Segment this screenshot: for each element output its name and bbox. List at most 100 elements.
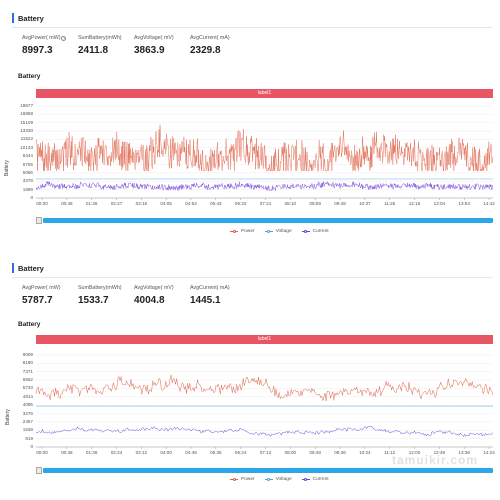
chart-svg[interactable] [0,250,500,449]
x-tick-label: 04:54 [185,201,197,206]
stat-label: SumBattery(mWh) [78,35,122,41]
x-tick-label: 12:00 [408,450,421,455]
stat-avg-power: AvgPower( mW)? 8997.3 [22,35,78,56]
x-tick-label: 05:43 [210,201,222,206]
stat-label: AvgCurrent( mA) [190,285,230,291]
stat-avg-current: AvgCurrent( mA) 2329.8 [190,35,246,56]
y-tick-label: 10133 [20,144,33,150]
legend-power[interactable]: Power [230,477,255,482]
stat-value: 2411.8 [78,45,109,56]
legend-current[interactable]: Current [301,477,329,482]
x-tick-label: 03:16 [135,201,148,206]
legend: Power Voltage Current [230,229,339,234]
x-tick-label: 07:21 [259,201,272,206]
stat-avg-current: AvgCurrent( mA) 1445.1 [190,285,246,306]
x-tick-label: 12:48 [433,450,446,455]
y-tick-label: 5066 [22,169,33,175]
x-tick-label: 09:36 [334,450,346,455]
legend-voltage[interactable]: Voltage [264,229,292,234]
y-tick-label: 15109 [20,119,33,125]
stats-row: AvgPower( mW) 5787.7 SumBattery(mWh) 153… [22,285,246,306]
series-line-power [35,124,494,172]
zoom-slider[interactable] [43,468,493,473]
y-tick-label: 3378 [22,178,33,184]
battery-panel-1: Battery AvgPower( mW)? 8997.3 SumBattery… [0,0,500,248]
x-tick-label: 06:24 [234,450,247,455]
header-divider [12,277,492,278]
watermark: tamuikir.com [392,453,479,467]
label-band[interactable]: label1 [36,89,493,98]
x-tick-label: 13:04 [433,201,446,206]
label-band[interactable]: label1 [36,335,493,344]
legend-voltage-label: Voltage [275,477,292,482]
y-tick-label: 819 [25,435,33,441]
stat-label: AvgCurrent( mA) [190,35,230,41]
y-tick-label: 8190 [22,360,33,366]
y-tick-label: 1689 [22,186,33,192]
stat-avg-power: AvgPower( mW) 5787.7 [22,285,78,306]
x-tick-label: 08:48 [309,450,321,455]
x-tick-label: 11:12 [384,450,396,455]
y-tick-label: 1638 [22,427,33,433]
zoom-slider[interactable] [43,218,493,223]
x-tick-label: 07:12 [259,450,272,455]
zoom-handle[interactable] [36,467,42,474]
x-tick-label: 00:48 [61,450,73,455]
panel-header: Battery [12,12,44,24]
y-tick-label: 0 [30,195,33,200]
y-tick-label: 13330 [20,128,33,134]
x-tick-label: 10:24 [359,450,371,455]
y-tick-label: 8444 [22,153,33,159]
chart-title: Battery [18,321,41,328]
y-tick-label: 5733 [22,385,33,391]
legend-current-label: Current [312,477,329,482]
x-tick-label: 02:24 [110,450,123,455]
y-tick-label: 11622 [20,136,33,142]
legend-voltage[interactable]: Voltage [264,477,292,482]
legend-current[interactable]: Current [301,229,329,234]
x-tick-label: 01:36 [85,450,98,455]
help-icon[interactable]: ? [61,35,67,41]
stat-label: AvgVoltage( mV) [134,35,174,41]
x-tick-label: 09:48 [334,201,346,206]
stat-label: AvgPower( mW) [22,285,61,291]
x-tick-label: 12:15 [408,201,421,206]
x-tick-label: 13:53 [458,201,470,206]
stat-value: 8997.3 [22,45,53,56]
y-tick-label: 2457 [22,418,33,424]
stat-value: 2329.8 [190,45,221,56]
x-tick-label: 05:36 [210,450,222,455]
x-tick-label: 00:00 [36,450,48,455]
stat-value: 5787.7 [22,295,53,306]
series-line-current [35,426,494,437]
y-tick-label: 9009 [22,352,33,357]
stats-row: AvgPower( mW)? 8997.3 SumBattery(mWh) 24… [22,35,246,56]
chart-svg[interactable] [0,0,500,200]
y-tick-label: 16888 [20,111,33,117]
x-tick-label: 13:36 [458,450,470,455]
y-tick-label: 6552 [22,377,33,383]
y-tick-label: 7371 [22,368,33,374]
series-line-power [35,374,494,402]
header-accent-bar [12,13,14,23]
x-tick-label: 03:12 [135,450,148,455]
y-tick-label: 18677 [20,103,33,108]
x-tick-label: 00:00 [36,201,48,206]
panel-title: Battery [18,13,44,23]
chart-title: Battery [18,73,41,80]
legend-power[interactable]: Power [230,229,255,234]
stat-label: AvgPower( mW) [22,35,61,41]
stat-label: SumBattery(mWh) [78,285,122,291]
zoom-handle[interactable] [36,217,42,224]
y-tick-label: 6755 [22,161,33,167]
x-tick-label: 14:24 [483,450,495,455]
legend: Power Voltage Current [230,477,339,482]
stat-avg-voltage: AvgVoltage( mV) 4004.8 [134,285,190,306]
x-tick-label: 04:00 [160,450,172,455]
legend-power-label: Power [241,229,255,234]
x-tick-label: 04:48 [185,450,197,455]
x-tick-label: 11:26 [384,201,396,206]
y-tick-label: 0 [30,444,33,449]
x-tick-label: 04:05 [160,201,172,206]
x-tick-label: 08:59 [309,201,321,206]
